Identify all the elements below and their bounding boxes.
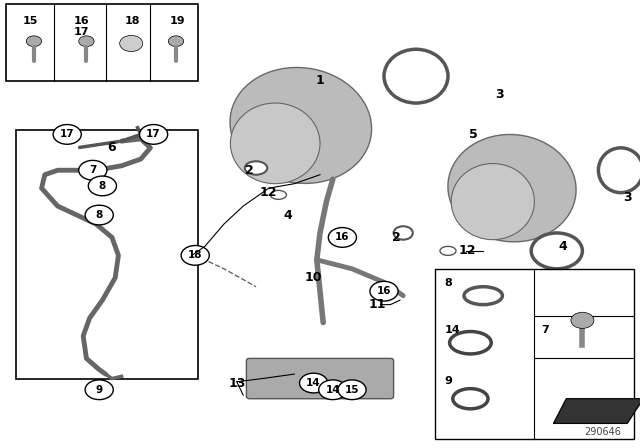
- Ellipse shape: [394, 226, 413, 240]
- Text: 17: 17: [60, 129, 74, 139]
- Text: 3: 3: [623, 190, 632, 204]
- Text: 11: 11: [369, 298, 387, 311]
- Text: 3: 3: [495, 87, 504, 101]
- Ellipse shape: [270, 190, 287, 199]
- Text: 1: 1: [316, 74, 324, 87]
- FancyBboxPatch shape: [435, 269, 634, 439]
- Ellipse shape: [448, 134, 576, 242]
- Text: 2: 2: [245, 164, 254, 177]
- Ellipse shape: [245, 161, 268, 175]
- Text: 12: 12: [458, 244, 476, 258]
- Text: 8: 8: [95, 210, 103, 220]
- Circle shape: [53, 125, 81, 144]
- Text: 12: 12: [260, 186, 278, 199]
- Text: 19: 19: [170, 16, 185, 26]
- Text: 18: 18: [125, 16, 140, 26]
- Circle shape: [120, 35, 143, 52]
- Text: 14: 14: [445, 325, 460, 335]
- Text: 15: 15: [345, 385, 359, 395]
- Text: 4: 4: [559, 240, 568, 253]
- Text: 16: 16: [335, 233, 349, 242]
- Circle shape: [26, 36, 42, 47]
- Text: 13: 13: [228, 376, 246, 390]
- Text: 9: 9: [95, 385, 103, 395]
- Text: 14: 14: [307, 378, 321, 388]
- Circle shape: [85, 205, 113, 225]
- Text: 4: 4: [284, 208, 292, 222]
- Text: 18: 18: [188, 250, 202, 260]
- Circle shape: [571, 312, 594, 328]
- Circle shape: [370, 281, 398, 301]
- Ellipse shape: [451, 164, 534, 240]
- Circle shape: [168, 36, 184, 47]
- Text: 8: 8: [445, 278, 452, 288]
- Ellipse shape: [230, 68, 372, 183]
- Circle shape: [79, 36, 94, 47]
- Text: 7: 7: [541, 325, 548, 335]
- Text: 9: 9: [445, 376, 452, 386]
- Text: 14: 14: [326, 385, 340, 395]
- Circle shape: [300, 373, 328, 393]
- Text: 7: 7: [89, 165, 97, 175]
- Circle shape: [181, 246, 209, 265]
- Text: 17: 17: [147, 129, 161, 139]
- Text: 290646: 290646: [584, 427, 621, 437]
- Text: 5: 5: [469, 128, 478, 141]
- Circle shape: [328, 228, 356, 247]
- Circle shape: [319, 380, 347, 400]
- Text: 8: 8: [99, 181, 106, 191]
- FancyBboxPatch shape: [246, 358, 394, 399]
- Circle shape: [79, 160, 107, 180]
- Text: 2: 2: [392, 231, 401, 244]
- Polygon shape: [554, 399, 640, 423]
- Text: 16: 16: [377, 286, 391, 296]
- Ellipse shape: [230, 103, 320, 184]
- Circle shape: [88, 176, 116, 196]
- Circle shape: [140, 125, 168, 144]
- Circle shape: [338, 380, 366, 400]
- Circle shape: [85, 380, 113, 400]
- Ellipse shape: [440, 246, 456, 255]
- Text: 16
17: 16 17: [74, 16, 89, 37]
- Text: 6: 6: [108, 141, 116, 155]
- Text: 10: 10: [305, 271, 323, 284]
- Text: 15: 15: [22, 16, 38, 26]
- FancyBboxPatch shape: [6, 4, 198, 81]
